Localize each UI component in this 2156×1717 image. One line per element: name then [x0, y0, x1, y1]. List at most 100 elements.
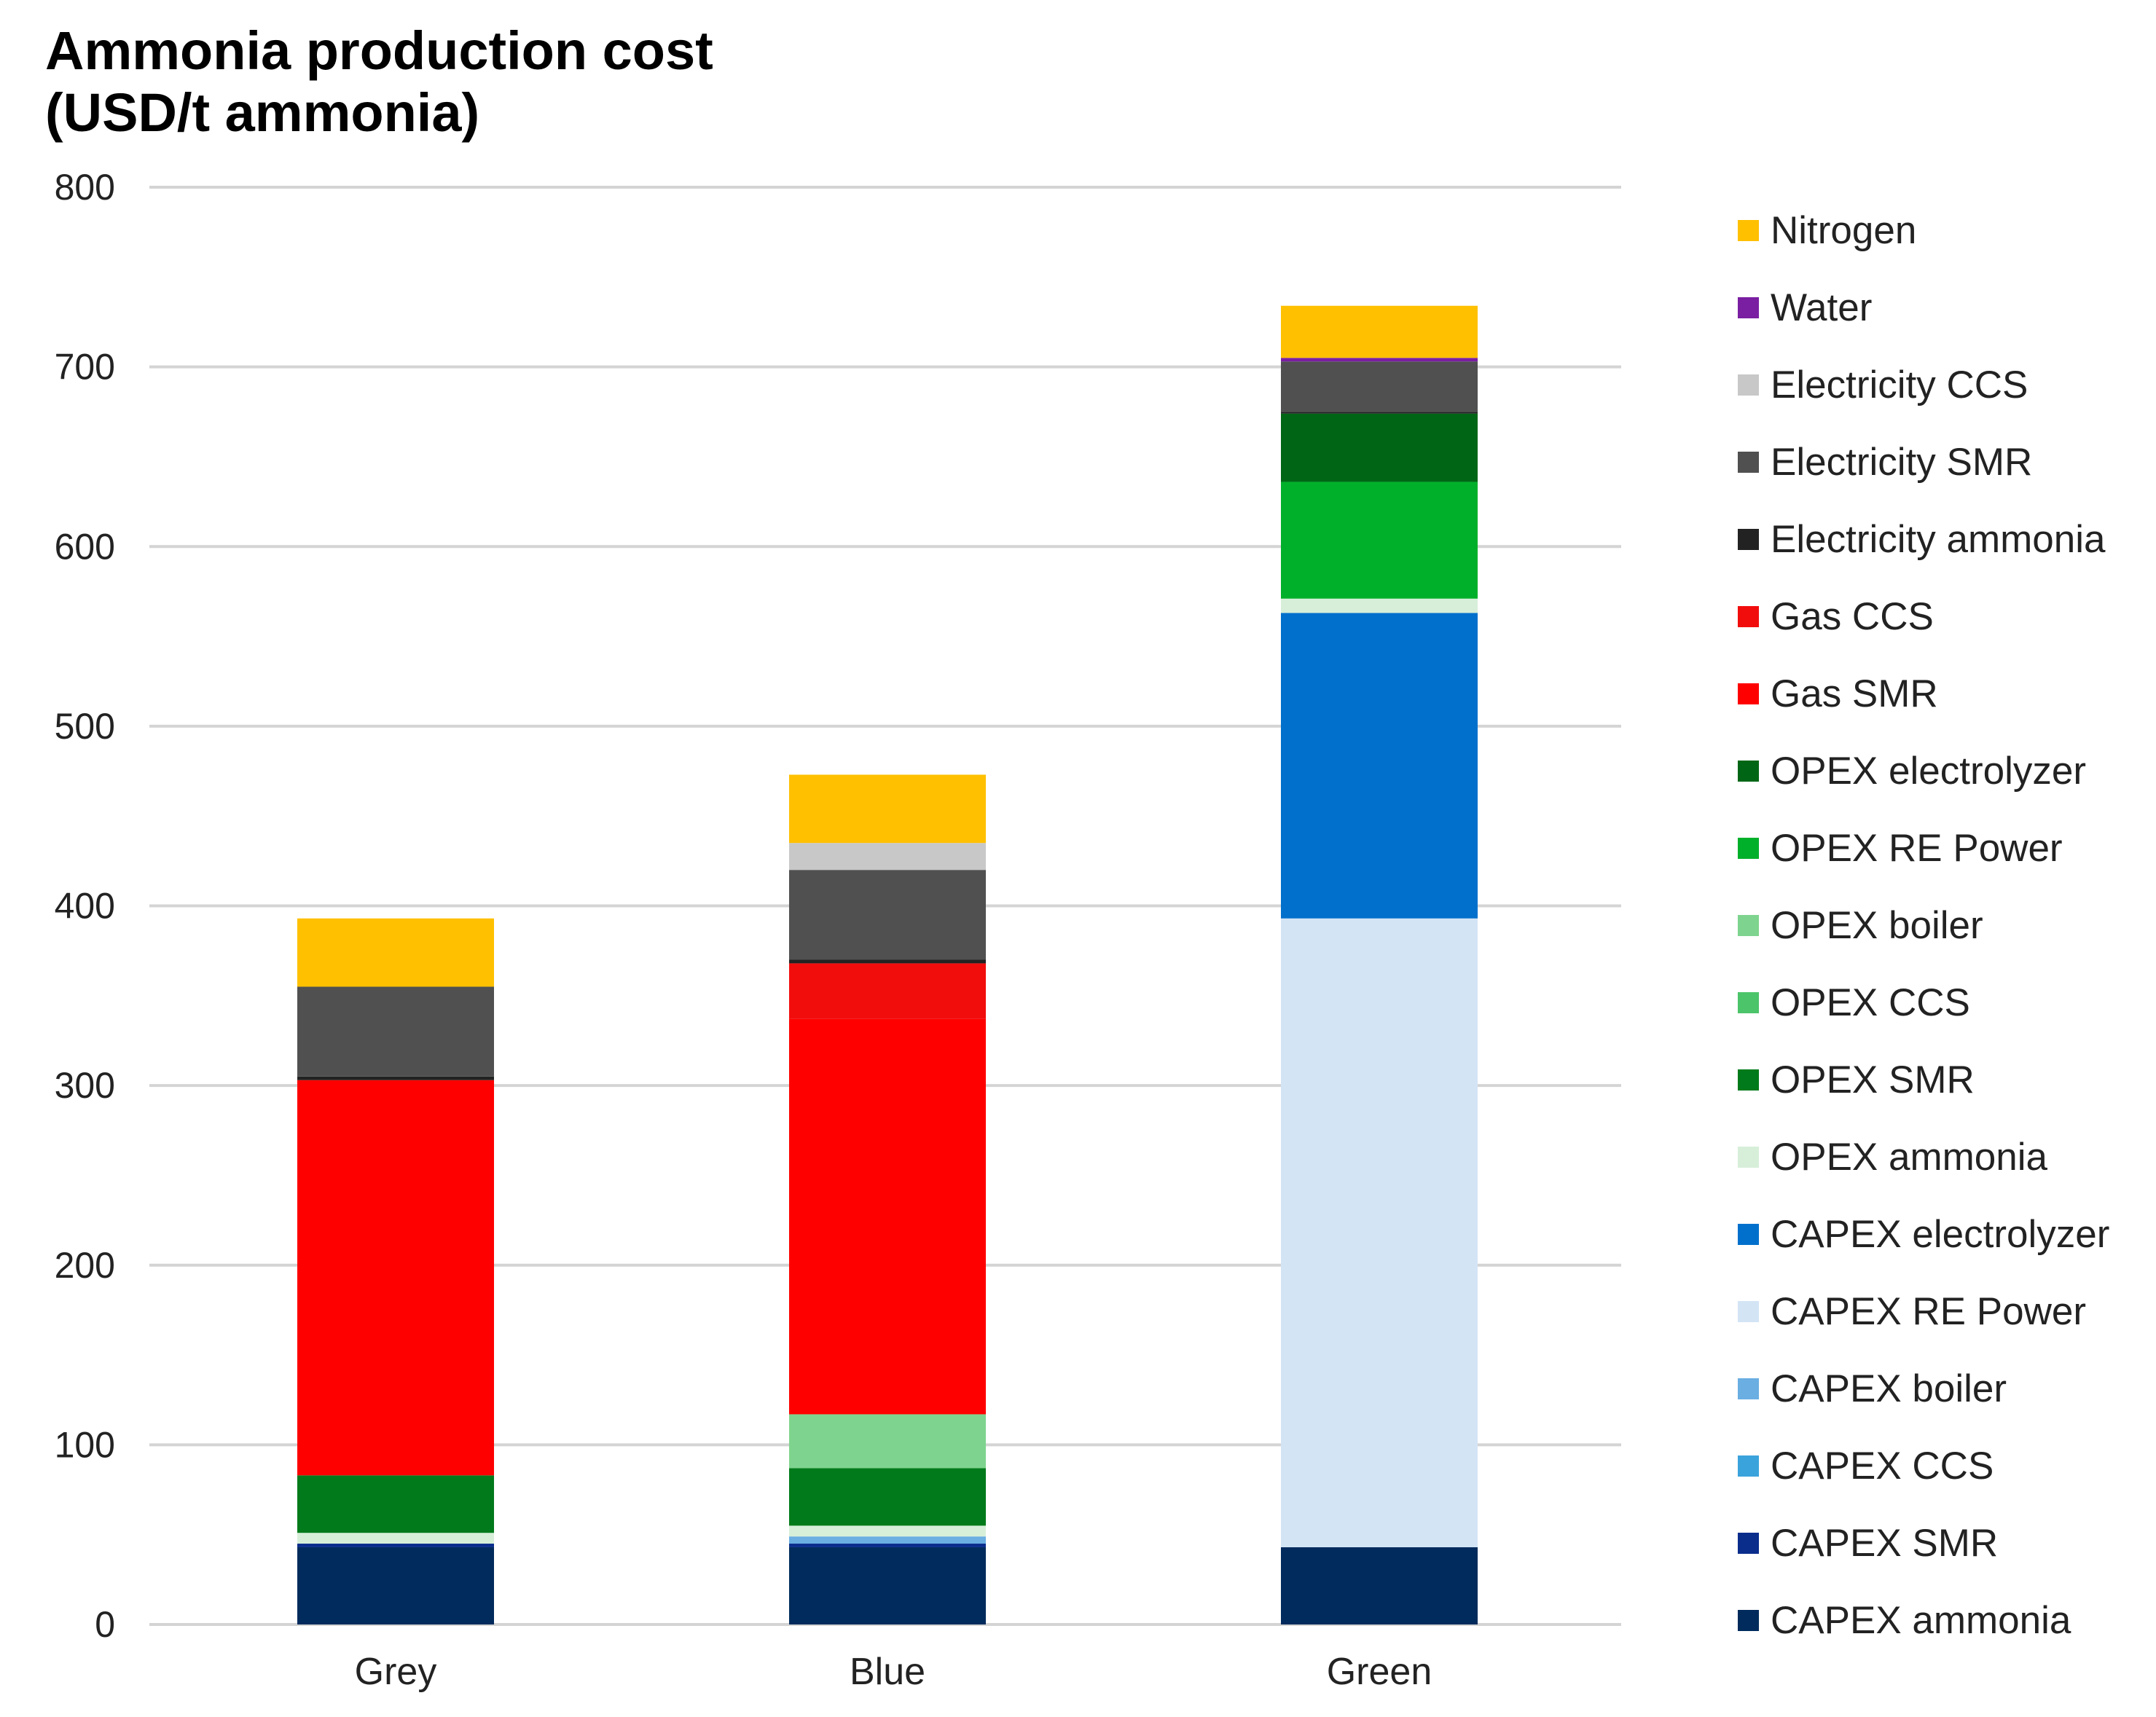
bar-segment-green-electricity-ammonia: [1281, 412, 1478, 414]
legend-item-gas-ccs: Gas CCS: [1738, 595, 1934, 638]
bar-stack-blue: [789, 774, 986, 1624]
x-axis-category-labels: Grey Blue Green: [355, 1651, 1432, 1693]
bar-segment-blue-electricity-smr: [789, 870, 986, 960]
bar-segment-grey-capex-ammonia: [297, 1547, 494, 1624]
bar-stack-green: [1281, 305, 1478, 1624]
bar-segment-grey-opex-smr: [297, 1475, 494, 1533]
legend-label-opex-smr: OPEX SMR: [1771, 1058, 1975, 1101]
legend-swatch-capex-re-power: [1738, 1301, 1759, 1322]
legend-swatch-capex-smr: [1738, 1533, 1759, 1554]
legend-swatch-electricity-ammonia: [1738, 529, 1759, 550]
legend-swatch-electricity-ccs: [1738, 374, 1759, 396]
legend-swatch-opex-electrolyzer: [1738, 761, 1759, 782]
bar-segment-green-capex-ammonia: [1281, 1547, 1478, 1624]
bar-segment-green-electricity-smr: [1281, 361, 1478, 412]
legend-swatch-capex-electrolyzer: [1738, 1224, 1759, 1245]
legend-label-water: Water: [1771, 286, 1872, 329]
bar-segment-grey-opex-ammonia: [297, 1533, 494, 1544]
bar-segment-blue-opex-boiler: [789, 1414, 986, 1469]
category-label-grey: Grey: [355, 1651, 437, 1693]
legend-item-opex-electrolyzer: OPEX electrolyzer: [1738, 750, 2086, 793]
legend-swatch-nitrogen: [1738, 220, 1759, 241]
legend-item-opex-ammonia: OPEX ammonia: [1738, 1136, 2048, 1179]
legend-label-opex-electrolyzer: OPEX electrolyzer: [1771, 750, 2086, 793]
y-tick-label-800: 800: [55, 167, 115, 208]
bar-segment-blue-gas-ccs: [789, 963, 986, 1019]
legend-item-opex-re-power: OPEX RE Power: [1738, 827, 2063, 870]
legend-item-electricity-ammonia: Electricity ammonia: [1738, 518, 2106, 561]
legend-label-opex-ccs: OPEX CCS: [1771, 981, 1970, 1024]
bar-segment-green-capex-re-power: [1281, 918, 1478, 1547]
legend-swatch-opex-ammonia: [1738, 1147, 1759, 1168]
legend-item-capex-boiler: CAPEX boiler: [1738, 1367, 2007, 1410]
y-tick-label-600: 600: [55, 526, 115, 567]
legend-label-opex-ammonia: OPEX ammonia: [1771, 1136, 2048, 1179]
legend-label-electricity-smr: Electricity SMR: [1771, 441, 2032, 484]
legend-item-opex-ccs: OPEX CCS: [1738, 981, 1970, 1024]
y-tick-label-100: 100: [55, 1424, 115, 1465]
legend-item-electricity-smr: Electricity SMR: [1738, 441, 2032, 484]
category-label-green: Green: [1327, 1651, 1432, 1693]
legend-item-capex-smr: CAPEX SMR: [1738, 1522, 1998, 1565]
bars: [297, 305, 1478, 1624]
legend-swatch-electricity-smr: [1738, 452, 1759, 473]
bar-segment-green-water: [1281, 358, 1478, 362]
legend-item-water: Water: [1738, 286, 1872, 329]
legend-item-opex-smr: OPEX SMR: [1738, 1058, 1975, 1101]
legend-item-capex-ammonia: CAPEX ammonia: [1738, 1599, 2071, 1642]
y-tick-label-200: 200: [55, 1245, 115, 1286]
legend-label-capex-re-power: CAPEX RE Power: [1771, 1290, 2086, 1333]
legend: Nitrogen Water Electricity CCS Electricity …: [1738, 209, 2109, 1642]
bar-segment-blue-electricity-ccs: [789, 843, 986, 871]
bar-segment-blue-opex-smr: [789, 1468, 986, 1526]
bar-segment-green-opex-electrolyzer: [1281, 413, 1478, 482]
legend-swatch-capex-boiler: [1738, 1378, 1759, 1399]
legend-label-electricity-ccs: Electricity CCS: [1771, 364, 2028, 406]
legend-label-capex-boiler: CAPEX boiler: [1771, 1367, 2007, 1410]
bar-segment-grey-nitrogen: [297, 918, 494, 987]
bar-segment-blue-capex-smr: [789, 1544, 986, 1547]
legend-swatch-opex-re-power: [1738, 838, 1759, 859]
y-tick-label-0: 0: [95, 1604, 115, 1645]
legend-swatch-water: [1738, 297, 1759, 318]
legend-item-capex-ccs: CAPEX CCS: [1738, 1445, 1994, 1488]
legend-swatch-capex-ccs: [1738, 1455, 1759, 1477]
y-tick-label-300: 300: [55, 1065, 115, 1106]
y-tick-label-500: 500: [55, 706, 115, 747]
bar-segment-blue-gas-smr: [789, 1018, 986, 1415]
chart-title: Ammonia production cost (USD/t ammonia): [45, 20, 713, 143]
bar-segment-blue-opex-ammonia: [789, 1525, 986, 1537]
legend-label-gas-ccs: Gas CCS: [1771, 595, 1934, 638]
bar-segment-blue-nitrogen: [789, 774, 986, 844]
bar-segment-green-opex-ammonia: [1281, 598, 1478, 613]
legend-label-electricity-ammonia: Electricity ammonia: [1771, 518, 2106, 561]
legend-swatch-opex-boiler: [1738, 915, 1759, 936]
bar-segment-grey-gas-smr: [297, 1080, 494, 1476]
bar-segment-grey-electricity-ammonia: [297, 1076, 494, 1080]
bar-segment-blue-capex-boiler: [789, 1536, 986, 1544]
legend-label-gas-smr: Gas SMR: [1771, 672, 1938, 715]
legend-item-nitrogen: Nitrogen: [1738, 209, 1916, 252]
legend-swatch-opex-ccs: [1738, 992, 1759, 1013]
legend-label-capex-ammonia: CAPEX ammonia: [1771, 1599, 2071, 1642]
chart-title-line-2: (USD/t ammonia): [45, 82, 479, 143]
legend-label-opex-boiler: OPEX boiler: [1771, 904, 1983, 947]
y-tick-label-400: 400: [55, 886, 115, 927]
legend-label-nitrogen: Nitrogen: [1771, 209, 1916, 252]
legend-swatch-gas-smr: [1738, 683, 1759, 704]
bar-segment-grey-electricity-smr: [297, 986, 494, 1077]
bar-segment-green-opex-re-power: [1281, 482, 1478, 599]
bar-segment-green-capex-electrolyzer: [1281, 613, 1478, 919]
legend-item-capex-re-power: CAPEX RE Power: [1738, 1290, 2086, 1333]
legend-label-capex-smr: CAPEX SMR: [1771, 1522, 1998, 1565]
legend-item-opex-boiler: OPEX boiler: [1738, 904, 1983, 947]
bar-segment-blue-capex-ammonia: [789, 1547, 986, 1624]
bar-segment-blue-electricity-ammonia: [789, 959, 986, 964]
legend-swatch-gas-ccs: [1738, 606, 1759, 627]
legend-item-gas-smr: Gas SMR: [1738, 672, 1938, 715]
legend-swatch-capex-ammonia: [1738, 1610, 1759, 1631]
chart-title-line-1: Ammonia production cost: [45, 20, 713, 81]
bar-segment-green-nitrogen: [1281, 305, 1478, 358]
legend-swatch-opex-smr: [1738, 1069, 1759, 1091]
